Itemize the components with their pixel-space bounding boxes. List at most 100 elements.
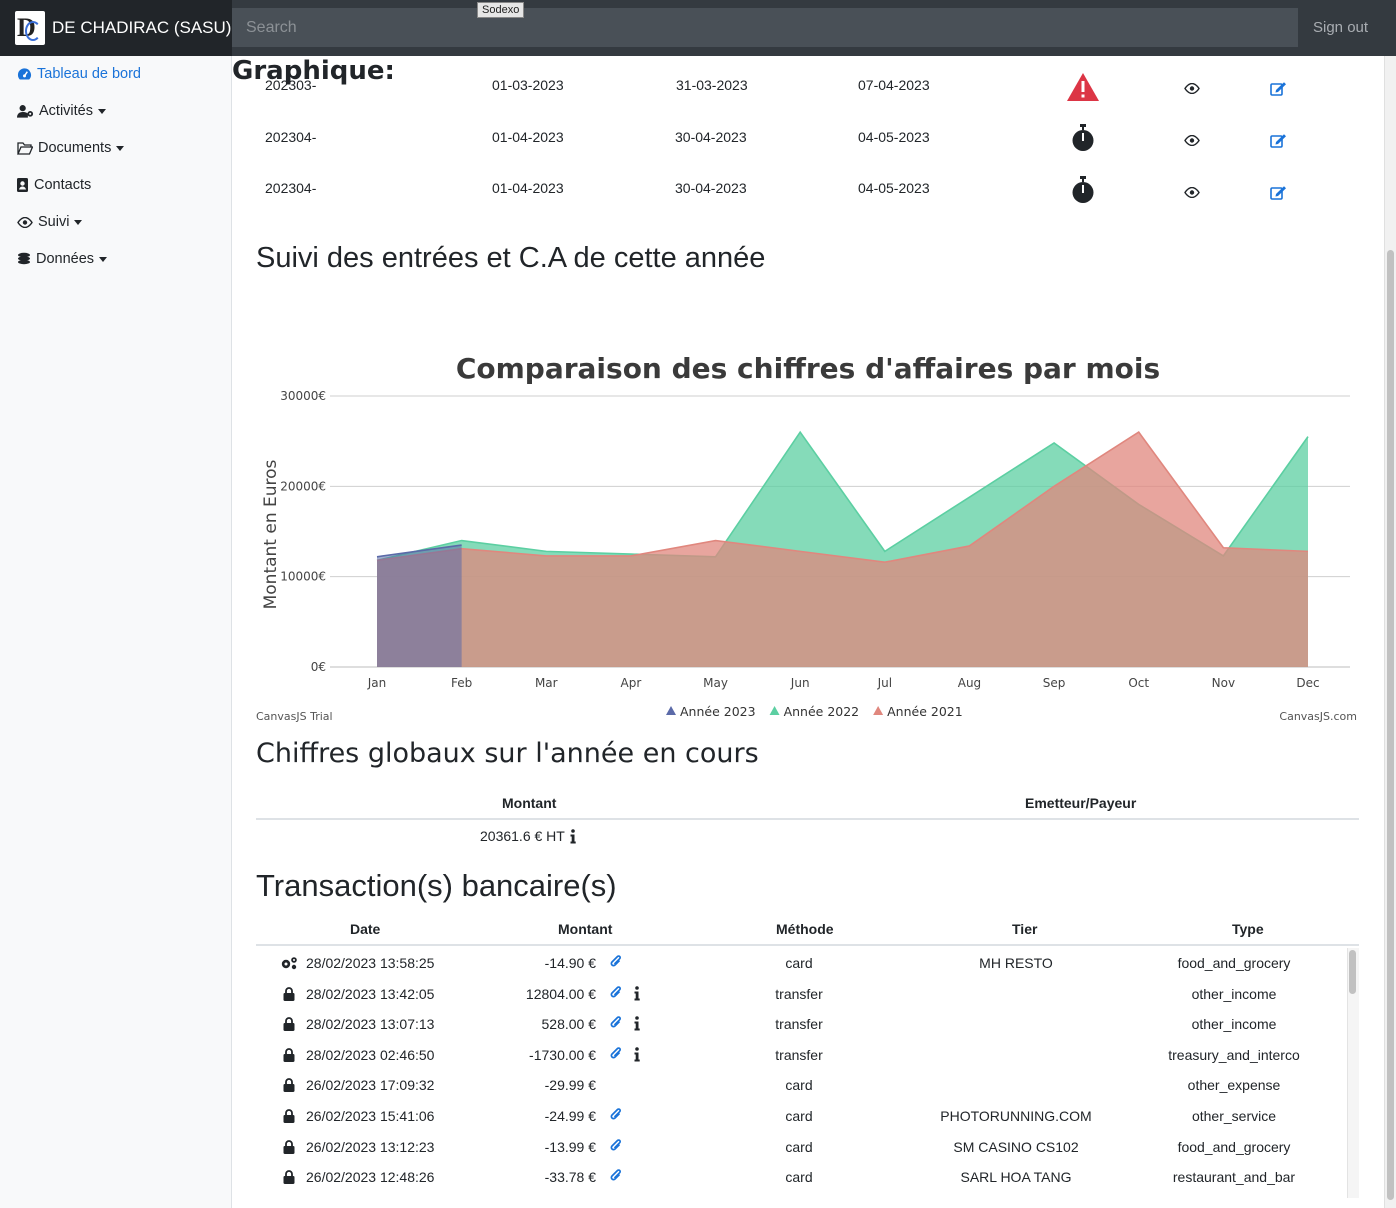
- search-input[interactable]: [232, 8, 1298, 47]
- table-row[interactable]: 28/02/2023 13:07:13 528.00 € transfer other…: [256, 1009, 1359, 1039]
- sidebar-item-label: Documents: [38, 140, 112, 156]
- page-scrollbar-thumb[interactable]: [1387, 250, 1394, 1200]
- y-axis-label: Montant en Euros: [261, 459, 281, 609]
- x-tick-label: Dec: [1296, 676, 1319, 690]
- legend-entry: Année 2021: [887, 704, 963, 719]
- table-row[interactable]: 28/02/2023 13:58:25 -14.90 € card MH RESTO f…: [256, 948, 1359, 978]
- table-divider: [256, 818, 1359, 820]
- transaction-date: 26/02/2023 17:09:32: [306, 1077, 435, 1094]
- sidebar-item-label: Suivi: [38, 214, 70, 230]
- transaction-method: transfer: [775, 1046, 823, 1063]
- transaction-type: other_income: [1191, 1016, 1277, 1033]
- transaction-amount: 528.00 €: [541, 1016, 597, 1033]
- sidebar-item-documents[interactable]: Documents: [17, 140, 125, 156]
- info-icon[interactable]: [634, 1046, 640, 1065]
- view-eye-icon[interactable]: [1184, 83, 1200, 94]
- sidebar-item-suivi[interactable]: Suivi: [17, 214, 83, 230]
- transaction-type: food_and_grocery: [1177, 955, 1291, 971]
- brand-name: DE CHADIRAC (SASU): [52, 18, 232, 37]
- column-header-tier: Tier: [1012, 921, 1038, 937]
- series-area-année-2021: [377, 432, 1308, 667]
- table-scrollbar[interactable]: [1347, 948, 1359, 1198]
- attachment-clip-icon[interactable]: [610, 1169, 622, 1186]
- warning-triangle-icon: [1067, 73, 1099, 101]
- x-tick-label: Jun: [790, 676, 810, 690]
- lock-icon: [283, 1078, 295, 1095]
- sidebar-item-donnees[interactable]: Données: [17, 251, 108, 267]
- table-row[interactable]: 28/02/2023 13:42:05 12804.00 € transfer oth…: [256, 979, 1359, 1009]
- transaction-method: transfer: [775, 985, 823, 1002]
- sidebar-item-tableau-de-bord[interactable]: Tableau de bord: [17, 66, 141, 82]
- lock-icon: [283, 1139, 295, 1157]
- x-tick-label: Nov: [1212, 676, 1235, 690]
- view-eye-icon[interactable]: [1184, 135, 1200, 146]
- chart-title: Comparaison des chiffres d'affaires par …: [455, 352, 1161, 385]
- edit-icon[interactable]: [1270, 81, 1287, 96]
- chevron-down-icon: [98, 108, 106, 114]
- table-row[interactable]: 28/02/2023 02:46:50 -1730.00 € transfer tre…: [256, 1040, 1359, 1070]
- column-header-emetteur: Emetteur/Payeur: [1025, 795, 1137, 811]
- transaction-type: restaurant_and_bar: [1172, 1169, 1296, 1186]
- column-header-methode: Méthode: [776, 921, 834, 937]
- edit-icon[interactable]: [1270, 133, 1287, 148]
- brand[interactable]: D DE CHADIRAC (SASU): [0, 0, 232, 56]
- invoice-due-date: 07-04-2023: [858, 77, 930, 93]
- attachment-clip-icon[interactable]: [610, 1016, 622, 1033]
- sidebar-item-activites[interactable]: Activités: [17, 103, 106, 119]
- table-row[interactable]: 26/02/2023 17:09:32 -29.99 € card other_exp…: [256, 1070, 1359, 1100]
- legend-marker: [666, 706, 676, 715]
- transaction-date: 28/02/2023 02:46:50: [306, 1046, 435, 1063]
- view-eye-icon[interactable]: [1184, 187, 1200, 198]
- info-icon[interactable]: [634, 985, 640, 1004]
- column-header-date: Date: [350, 921, 381, 937]
- global-amount: 20361.6 € HT: [480, 828, 565, 844]
- transactions-section-title: Transaction(s) bancaire(s): [256, 868, 617, 903]
- suivi-section-title: Suivi des entrées et C.A de cette année: [256, 242, 766, 274]
- column-header-montant: Montant: [502, 795, 557, 811]
- attachment-clip-icon[interactable]: [610, 985, 622, 1003]
- invoice-ref: 202304-: [265, 180, 317, 196]
- address-book-icon: [17, 178, 28, 192]
- main-content: 202303- 01-03-2023 31-03-2023 07-04-2023…: [232, 56, 1384, 1208]
- attachment-clip-icon[interactable]: [610, 1138, 622, 1156]
- transaction-type: treasury_and_interco: [1168, 1046, 1300, 1063]
- stopwatch-icon: [1072, 124, 1094, 151]
- y-tick-label: 10000€: [280, 570, 326, 584]
- coins-icon: [17, 252, 31, 265]
- table-row[interactable]: 26/02/2023 12:48:26 -33.78 € card SARL HOA …: [256, 1162, 1359, 1192]
- info-icon[interactable]: [570, 829, 576, 844]
- series-line-année-2021: [376, 431, 1309, 564]
- chart-credit-left: CanvasJS Trial: [256, 710, 333, 723]
- attachment-clip-icon[interactable]: [610, 1047, 622, 1064]
- x-tick-label: Jan: [367, 676, 387, 690]
- transaction-method: transfer: [775, 1016, 823, 1033]
- series-area-année-2023: [377, 545, 462, 667]
- y-tick-label: 0€: [311, 660, 326, 674]
- x-tick-label: Mar: [535, 676, 558, 690]
- table-row[interactable]: 26/02/2023 13:12:23 -13.99 € card SM CASINO…: [256, 1132, 1359, 1162]
- series-line-année-2023: [376, 544, 462, 558]
- info-icon[interactable]: [634, 1016, 640, 1034]
- invoice-start-date: 01-04-2023: [492, 180, 564, 196]
- transaction-type: food_and_grocery: [1177, 1138, 1291, 1155]
- transaction-date: 28/02/2023 13:07:13: [306, 1016, 435, 1033]
- transaction-date: 28/02/2023 13:42:05: [306, 985, 435, 1002]
- transaction-tier: MH RESTO: [979, 955, 1053, 971]
- table-row[interactable]: 26/02/2023 15:41:06 -24.99 € card PHOTORUNN…: [256, 1101, 1359, 1131]
- x-tick-label: Oct: [1128, 676, 1149, 690]
- transaction-amount: -13.99 €: [544, 1138, 596, 1155]
- edit-icon[interactable]: [1270, 185, 1287, 200]
- transaction-amount: -29.99 €: [544, 1077, 596, 1094]
- sidebar-item-contacts[interactable]: Contacts: [17, 177, 91, 193]
- company-logo: D: [15, 11, 45, 45]
- y-tick-label: 20000€: [280, 479, 326, 493]
- invoice-start-date: 01-04-2023: [492, 129, 564, 145]
- table-scrollbar-thumb[interactable]: [1349, 950, 1356, 994]
- transaction-method: card: [785, 1108, 813, 1124]
- transaction-amount: -1730.00 €: [529, 1046, 596, 1063]
- sign-out-link[interactable]: Sign out: [1313, 19, 1369, 36]
- attachment-clip-icon[interactable]: [610, 1108, 622, 1125]
- invoice-end-date: 31-03-2023: [676, 77, 748, 93]
- attachment-clip-icon[interactable]: [610, 955, 622, 972]
- x-tick-label: Aug: [958, 676, 981, 690]
